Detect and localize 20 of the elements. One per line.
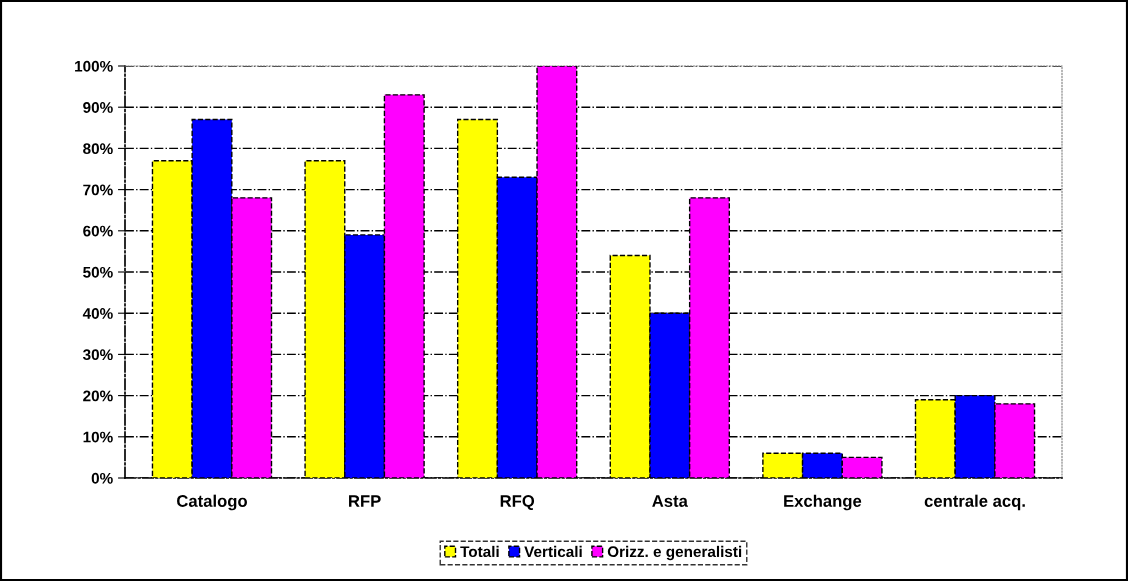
y-tick-label: 60% [83,225,113,237]
legend-label: Orizz. e generalisti [607,545,742,561]
y-tick-label: 30% [82,349,113,361]
x-tick-label: Exchange [784,494,862,511]
x-tick-label: RFP [349,495,381,507]
y-tick-label: 100% [75,60,113,72]
x-tick-label: centrale acq. [924,494,1025,511]
y-tick-label: 50% [83,266,113,278]
y-tick-label: 90% [83,102,113,113]
y-tick-label: 0% [91,472,113,484]
x-tick-label: Asta [652,495,688,507]
y-tick-label: 10% [83,431,113,443]
legend-label: Verticali [524,545,582,558]
x-tick-label: RFQ [500,495,535,511]
x-tick-label: Catalogo [177,494,247,511]
y-tick-label: 70% [83,184,113,196]
y-tick-label: 80% [83,143,113,155]
y-tick-label: 20% [83,390,113,402]
legend-label: Totali [460,545,499,558]
y-tick-label: 40% [82,308,113,319]
